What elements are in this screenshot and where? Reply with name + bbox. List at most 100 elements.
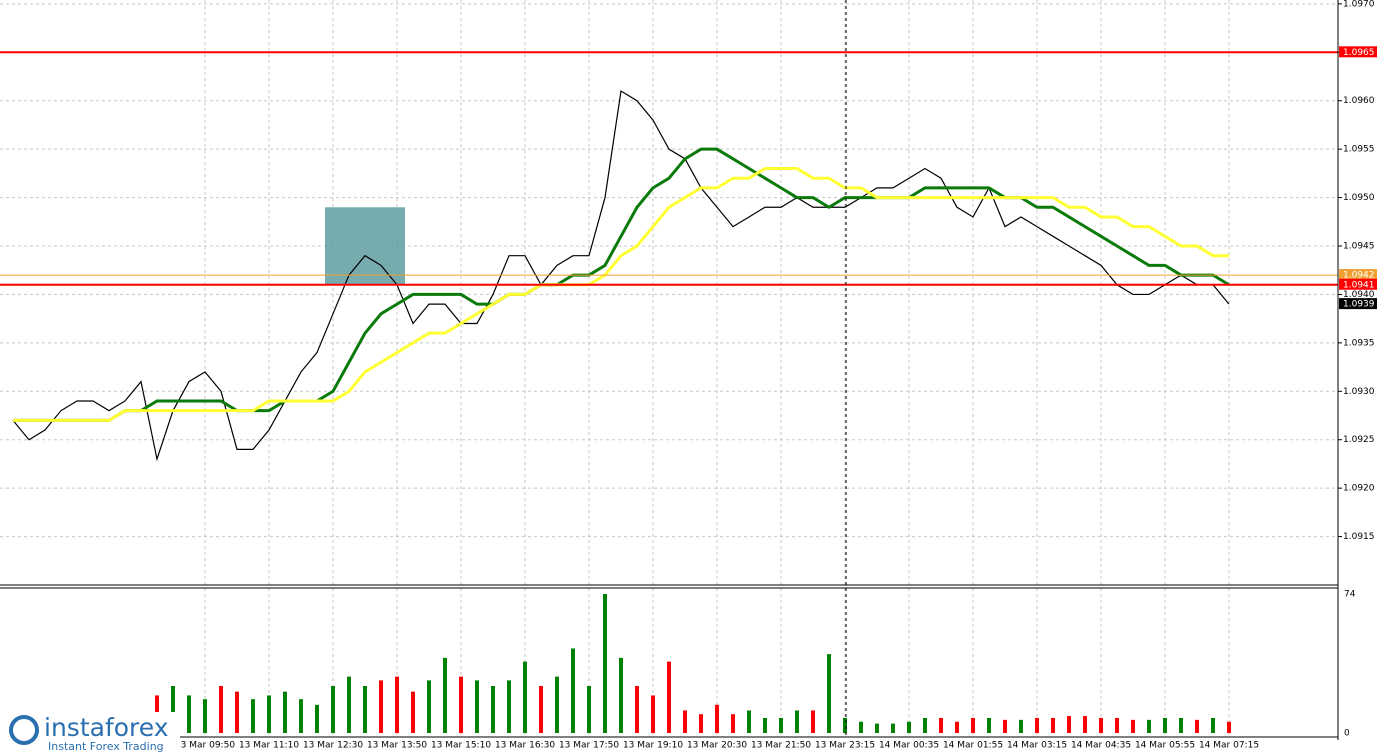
highlight-box [325, 207, 405, 285]
volume-bar [987, 717, 991, 733]
volume-bar [1211, 717, 1215, 733]
level-tag [1339, 278, 1377, 290]
logo-name: instaforex [44, 713, 169, 742]
volume-bar [1131, 719, 1135, 733]
volume-bar [1227, 721, 1231, 733]
volume-bar [1067, 716, 1071, 733]
x-tick-label: 13 Mar 13:50 [367, 741, 427, 751]
volume-bar [1099, 717, 1103, 733]
level-label: 1.0942 [1343, 271, 1375, 281]
x-tick-label: 13 Mar 21:50 [751, 741, 811, 751]
x-tick-label: 14 Mar 07:15 [1199, 741, 1259, 751]
volume-bar [395, 676, 399, 733]
y-tick-label: 1.0935 [1343, 338, 1375, 348]
x-tick-label: 13 Mar 20:30 [687, 741, 747, 751]
y-tick-label: 1.0940 [1343, 290, 1375, 300]
volume-bar [251, 699, 255, 733]
y2-tick-label: 74 [1344, 590, 1356, 600]
x-tick-label: 13 Mar 12:30 [303, 741, 363, 751]
volume-bar [651, 695, 655, 733]
volume-bar [971, 717, 975, 733]
volume-bar [1003, 719, 1007, 733]
volume-bar [1163, 717, 1167, 733]
level-label: 1.0941 [1343, 280, 1375, 290]
volume-bar [1019, 719, 1023, 733]
volume-bar [795, 710, 799, 733]
level-label: 1.0965 [1343, 48, 1375, 58]
y-tick-label: 1.0955 [1343, 145, 1375, 155]
volume-bar [187, 695, 191, 733]
logo: instaforex Instant Forex Trading [0, 712, 180, 756]
x-tick-label: 14 Mar 01:55 [943, 741, 1003, 751]
logo-tagline: Instant Forex Trading [48, 740, 164, 753]
x-tick-label: 13 Mar 16:30 [495, 741, 555, 751]
volume-bar [603, 594, 607, 733]
volume-bar [859, 721, 863, 733]
volume-bar [811, 710, 815, 733]
volume-bar [875, 723, 879, 733]
volume-bar [923, 717, 927, 733]
volume-bar [667, 661, 671, 733]
y-tick-label: 1.0950 [1343, 193, 1375, 203]
volume-bar [587, 686, 591, 733]
x-tick-label: 13 Mar 17:50 [559, 741, 619, 751]
volume-bar [939, 717, 943, 733]
volume-bar [203, 699, 207, 733]
x-tick-label: 14 Mar 00:35 [879, 741, 939, 751]
last-price-tag [1339, 298, 1377, 310]
volume-bar [219, 686, 223, 733]
y-tick-label: 1.0970 [1343, 0, 1375, 9]
volume-bar [1195, 719, 1199, 733]
volume-bar [379, 680, 383, 733]
volume-bar [635, 686, 639, 733]
volume-bar [315, 704, 319, 733]
x-tick-label: 13 Mar 09:50 [175, 741, 235, 751]
volume-bar [1051, 717, 1055, 733]
volume-bar [891, 723, 895, 733]
volume-bar [731, 714, 735, 733]
volume-bar [267, 695, 271, 733]
volume-bar [827, 654, 831, 733]
x-tick-label: 14 Mar 03:15 [1007, 741, 1067, 751]
volume-bar [955, 721, 959, 733]
y-tick-label: 1.0920 [1343, 484, 1375, 494]
volume-bar [699, 714, 703, 733]
volume-bar [715, 704, 719, 733]
price-line [12, 90, 1230, 462]
y-tick-label: 1.0925 [1343, 435, 1375, 445]
price-line [13, 167, 1229, 422]
volume-bar [507, 680, 511, 733]
volume-bar [523, 661, 527, 733]
volume-bar [843, 717, 847, 733]
volume-bar [347, 676, 351, 733]
level-tag [1339, 46, 1377, 58]
volume-bar [747, 710, 751, 733]
volume-bar [331, 686, 335, 733]
volume-bar [475, 680, 479, 733]
x-tick-label: 13 Mar 23:15 [815, 741, 875, 751]
price-line [13, 147, 1230, 422]
volume-bar [491, 686, 495, 733]
x-tick-label: 13 Mar 19:10 [623, 741, 683, 751]
volume-bar [1115, 717, 1119, 733]
x-tick-label: 14 Mar 05:55 [1135, 741, 1195, 751]
y-tick-label: 1.0930 [1343, 387, 1375, 397]
y-tick-label: 1.0915 [1343, 532, 1375, 542]
volume-bar [763, 717, 767, 733]
volume-bar [363, 686, 367, 733]
volume-bar [411, 691, 415, 733]
volume-bar [555, 676, 559, 733]
x-tick-label: 13 Mar 15:10 [431, 741, 491, 751]
volume-bar [619, 657, 623, 733]
volume-bar [683, 710, 687, 733]
volume-bar [459, 676, 463, 733]
volume-bar [571, 648, 575, 733]
volume-bar [1083, 716, 1087, 733]
volume-bar [907, 721, 911, 733]
volume-bar [443, 657, 447, 733]
volume-bar [1179, 717, 1183, 733]
volume-bar [427, 680, 431, 733]
level-tag [1339, 269, 1377, 281]
